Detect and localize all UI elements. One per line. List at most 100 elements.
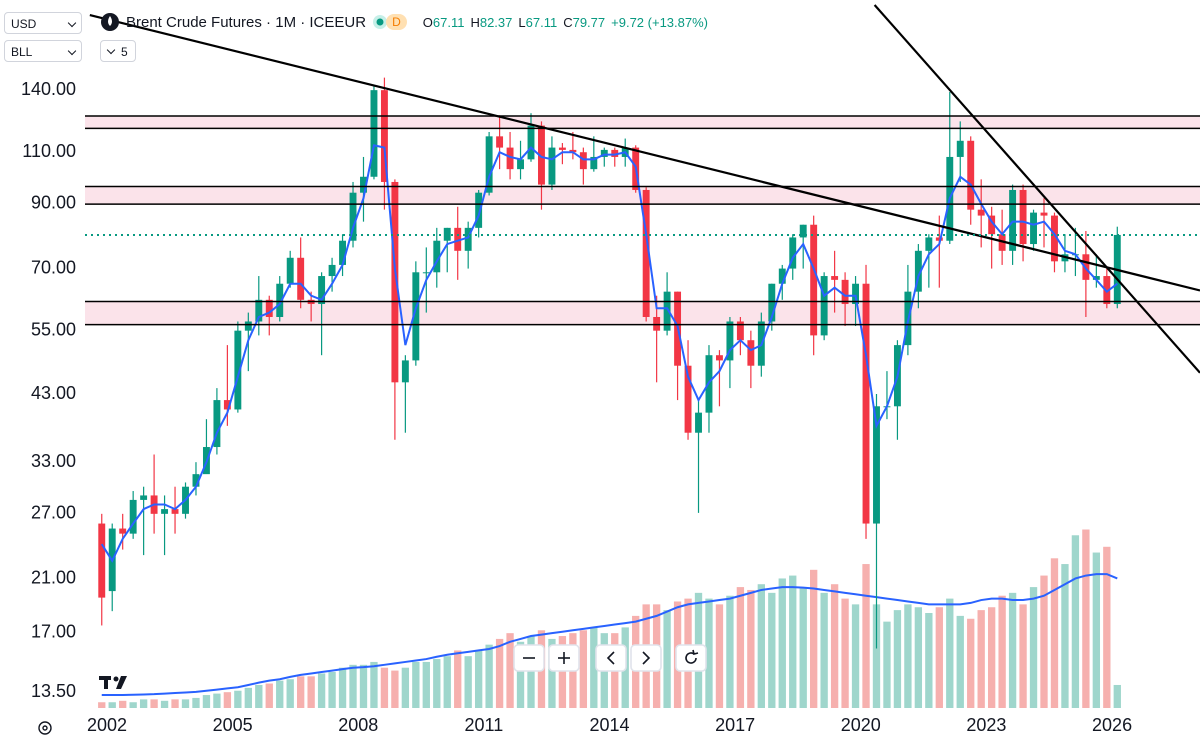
candle-body	[412, 272, 420, 361]
candle-body	[161, 509, 169, 514]
volume-bar	[474, 650, 483, 708]
volume-bar	[255, 684, 263, 708]
candle-body	[1092, 276, 1100, 280]
candle-body	[967, 140, 975, 210]
volume-bar	[286, 679, 294, 708]
volume-bar	[1082, 529, 1090, 708]
volume-bar	[119, 700, 127, 708]
badge: D	[386, 14, 407, 30]
volume-bar	[108, 702, 116, 708]
candle-body	[171, 509, 179, 514]
unit-select[interactable]: BLL	[4, 40, 82, 62]
currency-select[interactable]: USD	[4, 12, 82, 34]
volume-bar	[401, 667, 410, 708]
ohlc-label: H	[470, 14, 480, 30]
ohlc-label: O	[422, 14, 433, 30]
y-tick-label: 17.00	[31, 622, 76, 642]
volume-bar	[213, 693, 221, 708]
volume-bar	[904, 604, 912, 708]
trendline	[89, 14, 1200, 292]
x-tick-label: 2011	[465, 715, 504, 735]
candle-body	[119, 528, 127, 534]
ohlc: O67.11 H82.37 L67.11 C79.77	[423, 15, 605, 30]
candle-body	[778, 268, 786, 284]
candle-body	[433, 240, 441, 273]
candle-body	[1009, 189, 1017, 251]
ma-line	[100, 144, 1118, 563]
volume-bar	[359, 664, 368, 708]
candle-body	[956, 140, 964, 157]
candle-body	[768, 283, 776, 322]
candle-body	[129, 499, 137, 534]
volume-bar	[1103, 546, 1111, 708]
volume-bar	[925, 613, 933, 708]
candle-body	[558, 147, 566, 150]
volume-bar	[370, 661, 378, 708]
ohlc-value: 79.77	[572, 14, 606, 30]
tv-logo	[99, 676, 127, 689]
candle-body	[873, 406, 880, 524]
ohlc-item: L67.11	[518, 15, 557, 30]
candle-body	[1040, 212, 1048, 216]
settings-icon[interactable]	[38, 721, 52, 735]
volume-bar	[705, 598, 713, 708]
zone	[85, 301, 1200, 325]
title: Brent Crude Futures · 1M · ICEEUR	[126, 13, 367, 31]
candle-body	[747, 340, 755, 366]
candle-body	[663, 291, 671, 331]
volume-bar	[160, 700, 169, 708]
x-tick-label: 2020	[841, 715, 881, 735]
volume-bar	[1008, 592, 1017, 708]
volume-bar	[830, 584, 839, 708]
candle-body	[852, 283, 860, 305]
candle-body	[1051, 215, 1058, 262]
candle-body	[548, 147, 556, 185]
volume-bar	[317, 673, 326, 708]
candle-body	[318, 276, 326, 305]
symbol-icon	[101, 13, 119, 31]
y-tick-label: 110.00	[22, 141, 76, 161]
candle-body	[653, 316, 661, 331]
candle-body	[611, 149, 619, 157]
volume-bar	[464, 656, 472, 708]
volume-bar	[129, 702, 137, 708]
candle-body	[715, 355, 723, 361]
y-tick-label: 33.00	[31, 451, 76, 471]
candle-body	[1103, 276, 1111, 305]
volume-bar	[726, 595, 734, 708]
candle-body	[140, 495, 148, 500]
volume-bar	[548, 638, 556, 708]
zoom-controls[interactable]	[513, 644, 707, 672]
candle-body	[579, 152, 587, 170]
candle-body	[527, 125, 535, 160]
ohlc-value: 82.37	[479, 14, 513, 30]
y-tick-label: 90.00	[31, 193, 76, 213]
volume-bar	[192, 697, 200, 708]
candle-body	[475, 192, 483, 228]
volume-bar	[98, 702, 106, 708]
candle-body	[684, 365, 692, 433]
candle-body	[569, 149, 577, 153]
trendline	[873, 4, 1200, 374]
candle-body	[276, 283, 284, 317]
volume-bar	[757, 584, 765, 708]
candle-body	[810, 224, 818, 336]
volume-ma-line	[101, 573, 1118, 697]
candle-body	[464, 227, 472, 251]
candle-body	[349, 192, 357, 241]
candle-body	[841, 279, 849, 305]
volume-bar	[1061, 564, 1069, 708]
volume-bar	[485, 644, 493, 708]
volume-bar	[810, 569, 818, 708]
x-tick-label: 2014	[589, 715, 629, 735]
candle-body	[297, 257, 305, 300]
interval-select[interactable]: 5	[100, 40, 136, 62]
candle-body	[244, 321, 252, 331]
ohlc-value: 67.11	[432, 14, 465, 30]
volume-bar	[914, 607, 923, 708]
candle-body	[820, 276, 828, 336]
candle-body	[695, 412, 702, 433]
volume-bar	[412, 661, 420, 708]
candle-body	[265, 299, 273, 317]
